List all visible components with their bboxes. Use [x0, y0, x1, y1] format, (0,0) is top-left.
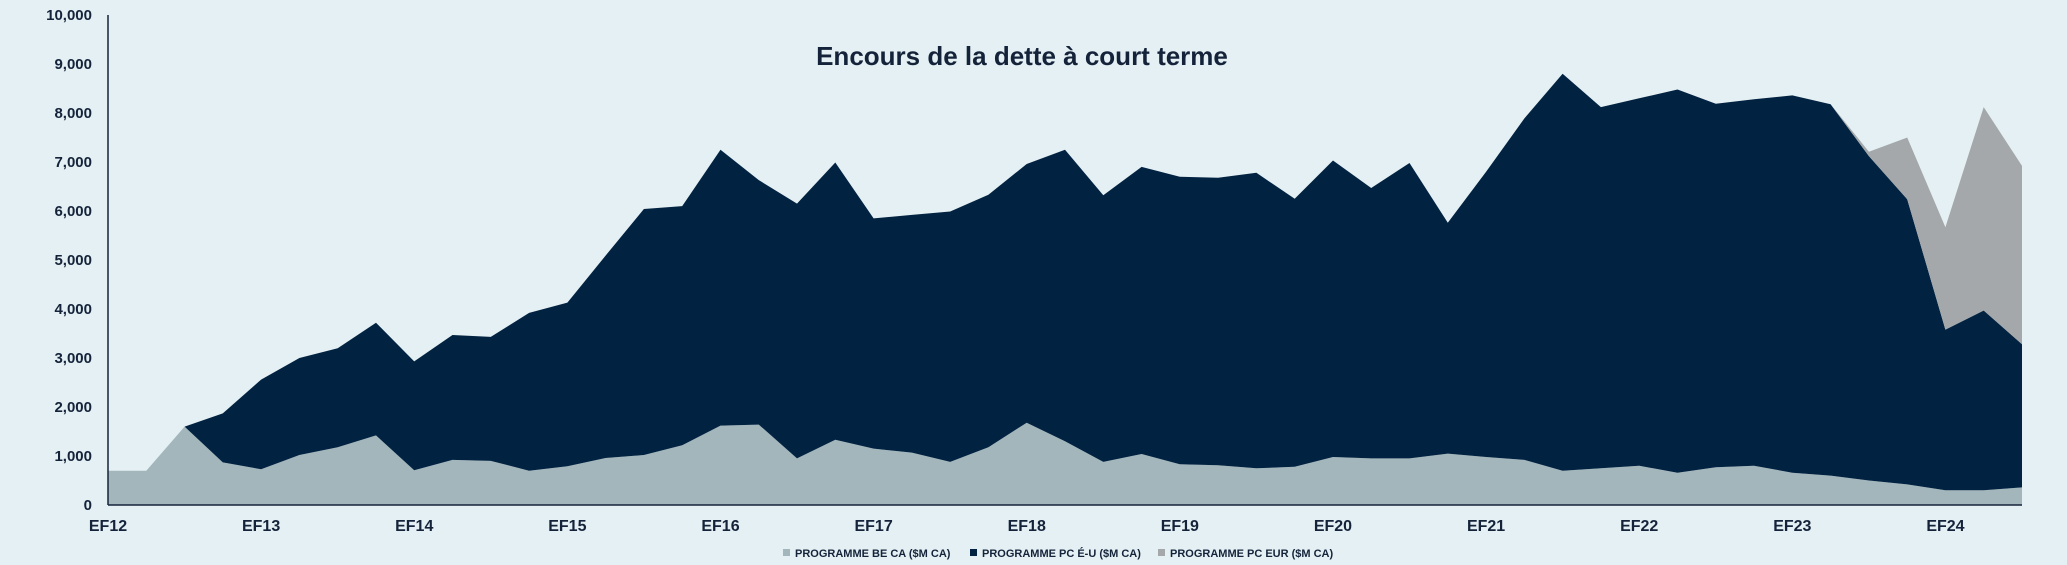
- legend-label: PROGRAMME PC É-U ($M CA): [982, 547, 1141, 560]
- legend-label: PROGRAMME BE CA ($M CA): [795, 548, 951, 560]
- y-tick-label: 9,000: [54, 56, 92, 73]
- x-tick-label: EF12: [89, 518, 127, 535]
- y-tick-label: 4,000: [54, 301, 92, 318]
- x-axis-tick-labels: EF12 EF13 EF14 EF15 EF16 EF17 EF18 EF19 EF20 EF21…: [89, 518, 1965, 535]
- y-tick-label: 10,000: [46, 7, 92, 24]
- y-tick-label: 8,000: [54, 105, 92, 122]
- legend-item-1: PROGRAMME BE CA ($M CA): [783, 548, 951, 560]
- series-area-2: [108, 73, 2022, 491]
- x-tick-label: EF21: [1467, 518, 1505, 535]
- series-area-1: [108, 422, 2022, 505]
- x-tick-label: EF14: [395, 518, 433, 535]
- y-tick-label: 0: [84, 497, 92, 514]
- chart-title: Encours de la dette à court terme: [816, 41, 1228, 71]
- x-tick-label: EF19: [1161, 518, 1199, 535]
- legend-swatch: [783, 549, 790, 556]
- y-tick-label: 6,000: [54, 203, 92, 220]
- x-tick-label: EF16: [701, 518, 739, 535]
- legend: PROGRAMME BE CA ($M CA) PROGRAMME PC É-U …: [783, 547, 1334, 560]
- x-tick-label: EF20: [1314, 518, 1352, 535]
- legend-label: PROGRAMME PC EUR ($M CA): [1170, 548, 1334, 560]
- x-tick-label: EF18: [1008, 518, 1046, 535]
- y-tick-label: 5,000: [54, 252, 92, 269]
- x-tick-label: EF23: [1773, 518, 1811, 535]
- legend-swatch: [970, 549, 977, 556]
- y-tick-label: 3,000: [54, 350, 92, 367]
- axes: [107, 15, 2022, 506]
- legend-swatch: [1158, 549, 1165, 556]
- legend-item-2: PROGRAMME PC É-U ($M CA): [970, 547, 1141, 560]
- y-tick-label: 1,000: [54, 448, 92, 465]
- legend-item-3: PROGRAMME PC EUR ($M CA): [1158, 548, 1334, 560]
- y-tick-label: 7,000: [54, 154, 92, 171]
- y-tick-label: 2,000: [54, 399, 92, 416]
- x-tick-label: EF15: [548, 518, 586, 535]
- x-tick-label: EF13: [242, 518, 280, 535]
- series-areas: [108, 73, 2022, 505]
- x-tick-label: EF17: [854, 518, 892, 535]
- y-axis-tick-labels: 0 1,000 2,000 3,000 4,000 5,000 6,000 7,000 8,00…: [46, 7, 92, 514]
- x-tick-label: EF22: [1620, 518, 1658, 535]
- x-tick-label: EF24: [1926, 518, 1964, 535]
